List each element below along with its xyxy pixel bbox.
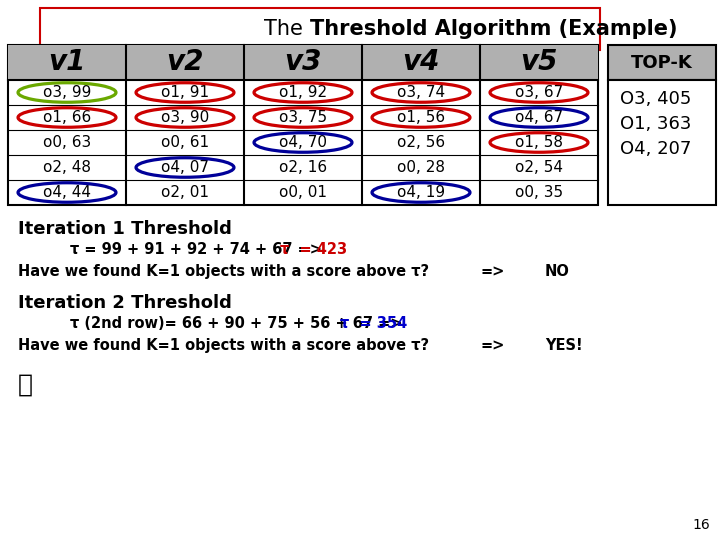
Text: YES!: YES!	[545, 338, 582, 353]
Text: =>: =>	[480, 264, 505, 279]
Text: τ = 99 + 91 + 92 + 74 + 67 =>: τ = 99 + 91 + 92 + 74 + 67 =>	[70, 242, 327, 257]
Text: o2, 48: o2, 48	[43, 160, 91, 175]
Text: o1, 66: o1, 66	[43, 110, 91, 125]
Text: o4, 70: o4, 70	[279, 135, 327, 150]
Text: o3, 74: o3, 74	[397, 85, 445, 100]
Text: o0, 63: o0, 63	[43, 135, 91, 150]
FancyBboxPatch shape	[608, 45, 716, 80]
Text: o1, 91: o1, 91	[161, 85, 209, 100]
Text: o2, 54: o2, 54	[515, 160, 563, 175]
Text: o3, 75: o3, 75	[279, 110, 327, 125]
Text: o0, 35: o0, 35	[515, 185, 563, 200]
Text: o4, 19: o4, 19	[397, 185, 445, 200]
Text: o1, 56: o1, 56	[397, 110, 445, 125]
Text: O3, 405: O3, 405	[620, 90, 691, 108]
Text: o3, 99: o3, 99	[42, 85, 91, 100]
FancyBboxPatch shape	[8, 45, 598, 205]
Text: τ (2nd row)= 66 + 90 + 75 + 56 + 67 =>: τ (2nd row)= 66 + 90 + 75 + 56 + 67 =>	[70, 316, 408, 331]
Text: TOP-K: TOP-K	[631, 53, 693, 71]
Text: The: The	[264, 19, 310, 39]
Text: o0, 01: o0, 01	[279, 185, 327, 200]
Text: 🌳: 🌳	[18, 373, 33, 397]
Text: v4: v4	[402, 49, 440, 77]
Text: o2, 56: o2, 56	[397, 135, 445, 150]
Text: o4, 07: o4, 07	[161, 160, 209, 175]
Text: o4, 67: o4, 67	[515, 110, 563, 125]
Text: O1, 363: O1, 363	[620, 115, 691, 133]
Text: τ  = 423: τ = 423	[280, 242, 347, 257]
Text: NO: NO	[545, 264, 570, 279]
Text: 16: 16	[692, 518, 710, 532]
Text: v1: v1	[48, 49, 86, 77]
Text: Iteration 1 Threshold: Iteration 1 Threshold	[18, 220, 232, 238]
Text: Iteration 2 Threshold: Iteration 2 Threshold	[18, 294, 232, 312]
FancyBboxPatch shape	[8, 45, 598, 80]
FancyBboxPatch shape	[40, 8, 600, 50]
Text: o2, 16: o2, 16	[279, 160, 327, 175]
Text: o1, 58: o1, 58	[515, 135, 563, 150]
Text: =>: =>	[480, 338, 505, 353]
Text: Have we found K=1 objects with a score above τ?: Have we found K=1 objects with a score a…	[18, 264, 429, 279]
Text: o0, 28: o0, 28	[397, 160, 445, 175]
Text: v3: v3	[284, 49, 322, 77]
Text: o1, 92: o1, 92	[279, 85, 327, 100]
Text: o4, 44: o4, 44	[43, 185, 91, 200]
Text: o3, 90: o3, 90	[161, 110, 209, 125]
FancyBboxPatch shape	[608, 80, 716, 205]
Text: v5: v5	[521, 49, 558, 77]
Text: o0, 61: o0, 61	[161, 135, 209, 150]
Text: Have we found K=1 objects with a score above τ?: Have we found K=1 objects with a score a…	[18, 338, 429, 353]
Text: v2: v2	[166, 49, 204, 77]
Text: τ  = 354: τ = 354	[340, 316, 408, 331]
Text: Threshold Algorithm (Example): Threshold Algorithm (Example)	[310, 19, 678, 39]
Text: O4, 207: O4, 207	[620, 140, 691, 158]
Text: o3, 67: o3, 67	[515, 85, 563, 100]
Text: o2, 01: o2, 01	[161, 185, 209, 200]
